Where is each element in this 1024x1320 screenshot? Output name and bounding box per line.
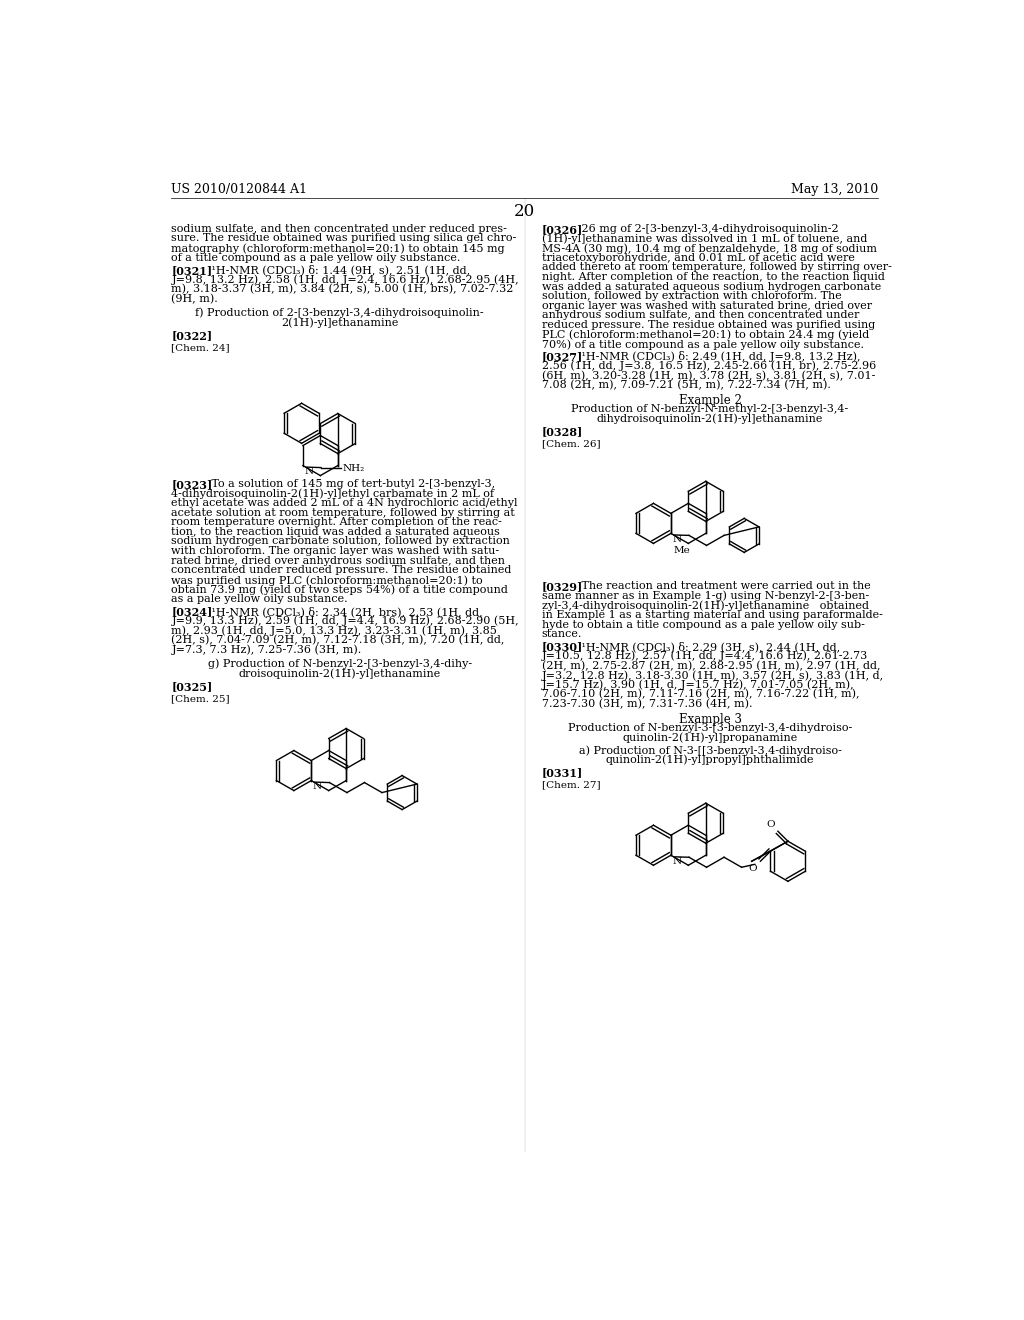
Text: room temperature overnight. After completion of the reac-: room temperature overnight. After comple… xyxy=(171,517,503,527)
Text: Me: Me xyxy=(674,545,691,554)
Text: [Chem. 25]: [Chem. 25] xyxy=(171,694,230,704)
Text: J=7.3, 7.3 Hz), 7.25-7.36 (3H, m).: J=7.3, 7.3 Hz), 7.25-7.36 (3H, m). xyxy=(171,644,361,655)
Text: m), 3.18-3.37 (3H, m), 3.84 (2H, s), 5.00 (1H, brs), 7.02-7.32: m), 3.18-3.37 (3H, m), 3.84 (2H, s), 5.0… xyxy=(171,284,514,294)
Text: O: O xyxy=(749,863,758,873)
Text: [0325]: [0325] xyxy=(171,681,213,692)
Text: 2(1H)-yl]ethanamine: 2(1H)-yl]ethanamine xyxy=(281,317,398,327)
Text: (2H, s), 7.04-7.09 (2H, m), 7.12-7.18 (3H, m), 7.20 (1H, dd,: (2H, s), 7.04-7.09 (2H, m), 7.12-7.18 (3… xyxy=(171,635,505,645)
Text: J=10.5, 12.8 Hz), 2.57 (1H, dd, J=4.4, 16.6 Hz), 2.61-2.73: J=10.5, 12.8 Hz), 2.57 (1H, dd, J=4.4, 1… xyxy=(542,651,868,661)
Text: [0330]: [0330] xyxy=(542,642,583,652)
Text: of a title compound as a pale yellow oily substance.: of a title compound as a pale yellow oil… xyxy=(171,252,461,263)
Text: concentrated under reduced pressure. The residue obtained: concentrated under reduced pressure. The… xyxy=(171,565,512,576)
Text: added thereto at room temperature, followed by stirring over-: added thereto at room temperature, follo… xyxy=(542,263,892,272)
Text: N: N xyxy=(312,781,322,791)
Text: was added a saturated aqueous sodium hydrogen carbonate: was added a saturated aqueous sodium hyd… xyxy=(542,281,881,292)
Text: 20: 20 xyxy=(514,203,536,220)
Text: droisoquinolin-2(1H)-yl]ethanamine: droisoquinolin-2(1H)-yl]ethanamine xyxy=(239,668,440,678)
Text: [Chem. 26]: [Chem. 26] xyxy=(542,440,600,447)
Text: ¹H-NMR (CDCl₃) δ: 2.29 (3H, s), 2.44 (1H, dd,: ¹H-NMR (CDCl₃) δ: 2.29 (3H, s), 2.44 (1H… xyxy=(571,642,841,652)
Text: To a solution of 145 mg of tert-butyl 2-[3-benzyl-3,: To a solution of 145 mg of tert-butyl 2-… xyxy=(201,479,495,488)
Text: Example 3: Example 3 xyxy=(679,713,741,726)
Text: quinolin-2(1H)-yl]propanamine: quinolin-2(1H)-yl]propanamine xyxy=(623,733,798,743)
Text: sure. The residue obtained was purified using silica gel chro-: sure. The residue obtained was purified … xyxy=(171,234,517,243)
Text: J=9.8, 13.2 Hz), 2.58 (1H, dd, J=2.4, 16.6 Hz), 2.68-2.95 (4H,: J=9.8, 13.2 Hz), 2.58 (1H, dd, J=2.4, 16… xyxy=(171,275,519,285)
Text: in Example 1 as a starting material and using paraformalde-: in Example 1 as a starting material and … xyxy=(542,610,883,620)
Text: 2.56 (1H, dd, J=3.8, 16.5 Hz), 2.45-2.66 (1H, br), 2.75-2.96: 2.56 (1H, dd, J=3.8, 16.5 Hz), 2.45-2.66… xyxy=(542,360,877,371)
Text: organic layer was washed with saturated brine, dried over: organic layer was washed with saturated … xyxy=(542,301,872,310)
Text: (9H, m).: (9H, m). xyxy=(171,293,218,304)
Text: a) Production of N-3-[[3-benzyl-3,4-dihydroiso-: a) Production of N-3-[[3-benzyl-3,4-dihy… xyxy=(579,744,842,756)
Text: night. After completion of the reaction, to the reaction liquid: night. After completion of the reaction,… xyxy=(542,272,885,282)
Text: May 13, 2010: May 13, 2010 xyxy=(791,183,879,197)
Text: ¹H-NMR (CDCl₃) δ: 1.44 (9H, s), 2.51 (1H, dd,: ¹H-NMR (CDCl₃) δ: 1.44 (9H, s), 2.51 (1H… xyxy=(201,264,470,276)
Text: hyde to obtain a title compound as a pale yellow oily sub-: hyde to obtain a title compound as a pal… xyxy=(542,619,864,630)
Text: 7.23-7.30 (3H, m), 7.31-7.36 (4H, m).: 7.23-7.30 (3H, m), 7.31-7.36 (4H, m). xyxy=(542,700,753,709)
Text: was purified using PLC (chloroform:methanol=20:1) to: was purified using PLC (chloroform:metha… xyxy=(171,576,483,586)
Text: (6H, m), 3.20-3.28 (1H, m), 3.78 (2H, s), 3.81 (2H, s), 7.01-: (6H, m), 3.20-3.28 (1H, m), 3.78 (2H, s)… xyxy=(542,371,876,381)
Text: Production of N-benzyl-3-[3-benzyl-3,4-dihydroiso-: Production of N-benzyl-3-[3-benzyl-3,4-d… xyxy=(568,723,852,733)
Text: ¹H-NMR (CDCl₃) δ: 2.49 (1H, dd, J=9.8, 13.2 Hz),: ¹H-NMR (CDCl₃) δ: 2.49 (1H, dd, J=9.8, 1… xyxy=(571,351,861,362)
Text: rated brine, dried over anhydrous sodium sulfate, and then: rated brine, dried over anhydrous sodium… xyxy=(171,556,506,566)
Text: acetate solution at room temperature, followed by stirring at: acetate solution at room temperature, fo… xyxy=(171,508,515,517)
Text: J=9.9, 13.3 Hz), 2.59 (1H, dd, J=4.4, 16.9 Hz), 2.68-2.90 (5H,: J=9.9, 13.3 Hz), 2.59 (1H, dd, J=4.4, 16… xyxy=(171,615,519,627)
Text: [0321]: [0321] xyxy=(171,264,213,276)
Text: same manner as in Example 1-g) using N-benzyl-2-[3-ben-: same manner as in Example 1-g) using N-b… xyxy=(542,591,869,602)
Text: ethyl acetate was added 2 mL of a 4N hydrochloric acid/ethyl: ethyl acetate was added 2 mL of a 4N hyd… xyxy=(171,498,518,508)
Text: g) Production of N-benzyl-2-[3-benzyl-3,4-dihy-: g) Production of N-benzyl-2-[3-benzyl-3,… xyxy=(208,659,472,669)
Text: J=3.2, 12.8 Hz), 3.18-3.30 (1H, m), 3.57 (2H, s), 3.83 (1H, d,: J=3.2, 12.8 Hz), 3.18-3.30 (1H, m), 3.57… xyxy=(542,671,884,681)
Text: with chloroform. The organic layer was washed with satu-: with chloroform. The organic layer was w… xyxy=(171,546,500,556)
Text: MS-4A (30 mg), 10.4 mg of benzaldehyde, 18 mg of sodium: MS-4A (30 mg), 10.4 mg of benzaldehyde, … xyxy=(542,243,877,253)
Text: O: O xyxy=(766,820,775,829)
Text: 7.08 (2H, m), 7.09-7.21 (5H, m), 7.22-7.34 (7H, m).: 7.08 (2H, m), 7.09-7.21 (5H, m), 7.22-7.… xyxy=(542,380,830,391)
Text: 7.06-7.10 (2H, m), 7.11-7.16 (2H, m), 7.16-7.22 (1H, m),: 7.06-7.10 (2H, m), 7.11-7.16 (2H, m), 7.… xyxy=(542,689,859,700)
Text: 4-dihydroisoquinolin-2(1H)-yl]ethyl carbamate in 2 mL of: 4-dihydroisoquinolin-2(1H)-yl]ethyl carb… xyxy=(171,488,495,499)
Text: PLC (chloroform:methanol=20:1) to obtain 24.4 mg (yield: PLC (chloroform:methanol=20:1) to obtain… xyxy=(542,330,869,341)
Text: NH₂: NH₂ xyxy=(343,463,365,473)
Text: Production of N-benzyl-N-methyl-2-[3-benzyl-3,4-: Production of N-benzyl-N-methyl-2-[3-ben… xyxy=(571,404,849,414)
Text: dihydroisoquinolin-2(1H)-yl]ethanamine: dihydroisoquinolin-2(1H)-yl]ethanamine xyxy=(597,413,823,424)
Text: The reaction and treatment were carried out in the: The reaction and treatment were carried … xyxy=(571,581,871,591)
Text: [0329]: [0329] xyxy=(542,581,583,593)
Text: obtain 73.9 mg (yield of two steps 54%) of a title compound: obtain 73.9 mg (yield of two steps 54%) … xyxy=(171,585,508,595)
Text: [0331]: [0331] xyxy=(542,767,583,779)
Text: reduced pressure. The residue obtained was purified using: reduced pressure. The residue obtained w… xyxy=(542,321,876,330)
Text: f) Production of 2-[3-benzyl-3,4-dihydroisoquinolin-: f) Production of 2-[3-benzyl-3,4-dihydro… xyxy=(196,308,484,318)
Text: (1H)-yl]ethanamine was dissolved in 1 mL of toluene, and: (1H)-yl]ethanamine was dissolved in 1 mL… xyxy=(542,234,867,244)
Text: US 2010/0120844 A1: US 2010/0120844 A1 xyxy=(171,183,307,197)
Text: stance.: stance. xyxy=(542,630,583,639)
Text: ¹H-NMR (CDCl₃) δ: 2.34 (2H, brs), 2.53 (1H, dd,: ¹H-NMR (CDCl₃) δ: 2.34 (2H, brs), 2.53 (… xyxy=(201,606,482,616)
Text: (2H, m), 2.75-2.87 (2H, m), 2.88-2.95 (1H, m), 2.97 (1H, dd,: (2H, m), 2.75-2.87 (2H, m), 2.88-2.95 (1… xyxy=(542,660,881,671)
Text: quinolin-2(1H)-yl]propyl]phthalimide: quinolin-2(1H)-yl]propyl]phthalimide xyxy=(606,755,814,766)
Text: tion, to the reaction liquid was added a saturated aqueous: tion, to the reaction liquid was added a… xyxy=(171,527,501,537)
Text: sodium hydrogen carbonate solution, followed by extraction: sodium hydrogen carbonate solution, foll… xyxy=(171,536,510,546)
Text: solution, followed by extraction with chloroform. The: solution, followed by extraction with ch… xyxy=(542,292,842,301)
Text: 26 mg of 2-[3-benzyl-3,4-dihydroisoquinolin-2: 26 mg of 2-[3-benzyl-3,4-dihydroisoquino… xyxy=(571,224,839,234)
Text: sodium sulfate, and then concentrated under reduced pres-: sodium sulfate, and then concentrated un… xyxy=(171,224,507,234)
Text: matography (chloroform:methanol=20:1) to obtain 145 mg: matography (chloroform:methanol=20:1) to… xyxy=(171,243,505,253)
Text: N: N xyxy=(304,467,313,477)
Text: [0323]: [0323] xyxy=(171,479,213,490)
Text: as a pale yellow oily substance.: as a pale yellow oily substance. xyxy=(171,594,348,605)
Text: [0326]: [0326] xyxy=(542,224,583,235)
Text: J=15.7 Hz), 3.90 (1H, d, J=15.7 Hz), 7.01-7.05 (2H, m),: J=15.7 Hz), 3.90 (1H, d, J=15.7 Hz), 7.0… xyxy=(542,680,854,690)
Text: [0328]: [0328] xyxy=(542,426,583,437)
Text: zyl-3,4-dihydroisoquinolin-2(1H)-yl]ethanamine   obtained: zyl-3,4-dihydroisoquinolin-2(1H)-yl]etha… xyxy=(542,601,868,611)
Text: triacetoxyborohydride, and 0.01 mL of acetic acid were: triacetoxyborohydride, and 0.01 mL of ac… xyxy=(542,252,855,263)
Text: m), 2.93 (1H, dd, J=5.0, 13.3 Hz), 3.23-3.31 (1H, m), 3.85: m), 2.93 (1H, dd, J=5.0, 13.3 Hz), 3.23-… xyxy=(171,626,498,636)
Text: [0322]: [0322] xyxy=(171,330,213,341)
Text: Example 2: Example 2 xyxy=(679,395,741,408)
Text: 70%) of a title compound as a pale yellow oily substance.: 70%) of a title compound as a pale yello… xyxy=(542,339,864,350)
Text: N: N xyxy=(673,535,682,544)
Text: [Chem. 27]: [Chem. 27] xyxy=(542,780,600,789)
Text: anhydrous sodium sulfate, and then concentrated under: anhydrous sodium sulfate, and then conce… xyxy=(542,310,859,321)
Text: N: N xyxy=(673,857,682,866)
Text: [0327]: [0327] xyxy=(542,351,583,362)
Text: [Chem. 24]: [Chem. 24] xyxy=(171,343,230,352)
Text: [0324]: [0324] xyxy=(171,606,213,618)
